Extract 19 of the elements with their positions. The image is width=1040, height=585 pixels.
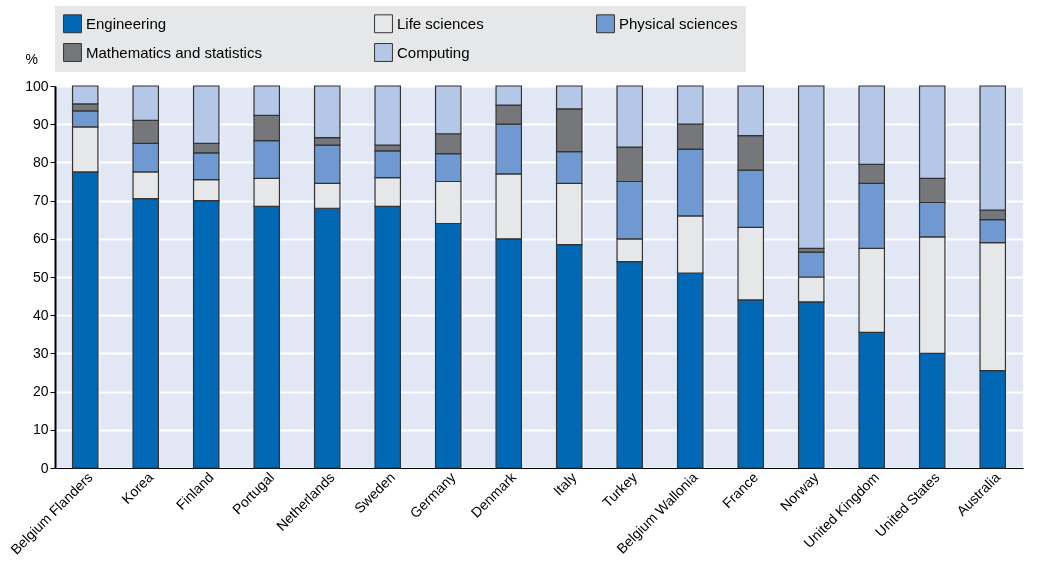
y-tick-label: 30 (32, 344, 49, 361)
legend-label: Physical sciences (619, 14, 738, 32)
y-tick-label: 40 (32, 306, 49, 323)
y-tick-label: 60 (32, 230, 49, 247)
y-tick-label: 0 (40, 459, 49, 476)
y-tick-label: 80 (32, 153, 49, 170)
y-tick-label: 50 (32, 268, 49, 285)
legend-label: Computing (397, 43, 470, 61)
legend-label: Engineering (86, 14, 167, 32)
legend-label: Life sciences (397, 14, 484, 32)
y-tick-label: 70 (32, 192, 49, 209)
x-tick-label: Italy (550, 469, 580, 499)
y-tick-label: 20 (32, 383, 49, 400)
bar (797, 85, 825, 249)
legend-label: Mathematics and statistics (86, 43, 262, 61)
y-tick-label: 90 (32, 115, 49, 132)
y-axis-title: % (25, 50, 38, 67)
y-tick-label: 10 (32, 421, 49, 438)
y-tick-label: 100 (25, 77, 49, 94)
